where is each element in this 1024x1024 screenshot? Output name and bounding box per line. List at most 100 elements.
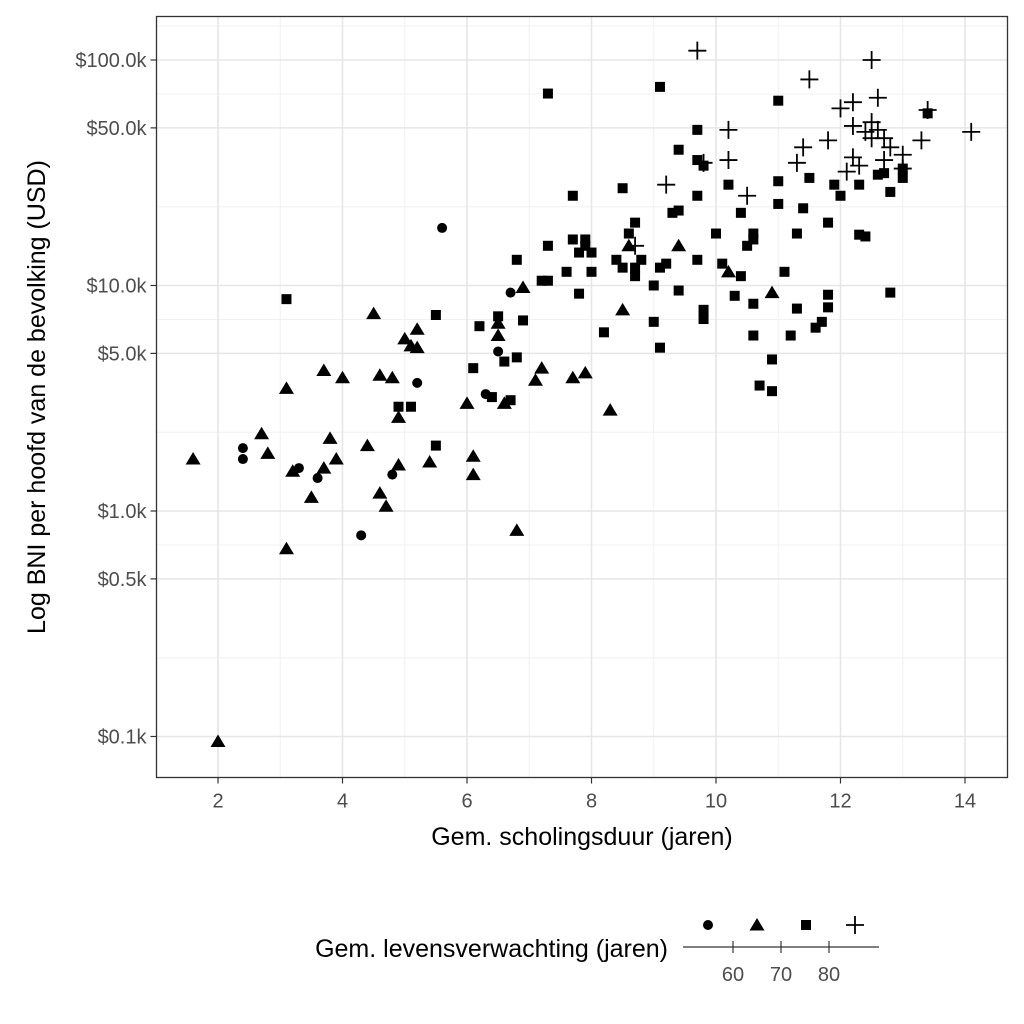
plus-point: [719, 120, 738, 139]
square-point: [835, 190, 846, 201]
legend-title: Gem. levensverwachting (jaren): [315, 935, 668, 963]
square-point: [611, 254, 622, 265]
square-point: [405, 401, 416, 412]
triangle-point: [422, 454, 438, 468]
square-point: [542, 88, 553, 99]
square-point: [673, 285, 684, 296]
square-point: [742, 240, 753, 251]
circle-point: [387, 469, 398, 480]
plus-point: [694, 153, 713, 172]
triangle-point: [316, 461, 332, 474]
circle-point: [237, 454, 248, 465]
legend-key-circle: [703, 920, 713, 930]
triangle-point: [328, 452, 344, 465]
plus-point: [918, 101, 937, 120]
square-point: [567, 234, 578, 245]
grid-major: [156, 16, 1008, 778]
triangle-point: [254, 426, 270, 440]
plus-point: [787, 153, 806, 172]
legend-key-plus: [846, 916, 864, 934]
square-point: [598, 327, 609, 338]
triangle-point: [720, 264, 736, 278]
triangle-point: [335, 370, 350, 384]
square-point: [767, 386, 778, 397]
square-point: [542, 240, 553, 251]
square-point: [580, 240, 591, 251]
square-point: [885, 186, 896, 197]
circle-point: [505, 287, 516, 298]
plus-point: [819, 131, 838, 150]
plus-point: [657, 175, 676, 194]
triangle-point: [278, 541, 294, 555]
square-point: [623, 228, 634, 239]
x-tick-label: 14: [954, 791, 976, 813]
square-point: [823, 217, 834, 228]
square-point: [430, 440, 441, 451]
legend-key-square: [801, 920, 811, 930]
square-point: [754, 380, 765, 391]
square-point: [567, 190, 578, 201]
triangle-point: [303, 490, 319, 503]
square-point: [748, 330, 759, 341]
square-point: [897, 172, 908, 183]
square-point: [580, 234, 591, 245]
square-point: [586, 266, 597, 277]
square-point: [561, 266, 572, 277]
plus-point: [843, 116, 862, 135]
square-point: [673, 205, 684, 216]
square-point: [630, 217, 641, 228]
square-point: [767, 354, 778, 365]
square-point: [698, 304, 709, 315]
square-point: [748, 228, 759, 239]
square-point: [735, 207, 746, 218]
square-point: [692, 190, 703, 201]
plus-point: [843, 93, 862, 112]
triangle-point: [278, 381, 294, 394]
square-point: [661, 258, 672, 269]
x-axis: 2 4 6 8 10 12 14: [212, 777, 976, 813]
square-point: [574, 288, 585, 299]
square-point: [648, 316, 659, 327]
square-point: [486, 392, 497, 403]
circle-point: [412, 377, 423, 388]
triangle-point: [577, 365, 593, 379]
square-point: [692, 254, 703, 265]
triangle-point: [615, 302, 631, 316]
grid-minor: [156, 16, 1008, 778]
square-point: [468, 363, 479, 374]
square-point: [804, 172, 815, 183]
square-point: [511, 352, 522, 363]
y-tick-label: $50.0k: [86, 118, 147, 140]
square-point: [673, 144, 684, 155]
data-points: [185, 41, 981, 748]
triangle-point: [260, 446, 276, 459]
square-point: [785, 330, 796, 341]
square-point: [617, 262, 628, 273]
triangle-point: [372, 486, 388, 499]
square-point: [636, 254, 647, 265]
square-point: [586, 247, 597, 258]
triangle-point: [602, 403, 618, 416]
plus-point: [626, 236, 645, 255]
plus-point: [881, 138, 900, 157]
legend-key-triangle: [749, 918, 765, 931]
square-point: [654, 342, 665, 353]
plus-point: [875, 129, 894, 148]
square-point: [281, 294, 292, 305]
square-point: [536, 275, 547, 286]
square-point: [748, 298, 759, 309]
square-point: [829, 179, 840, 190]
plot-panel-border: [155, 15, 1009, 779]
triangle-point: [490, 328, 506, 342]
triangle-point: [409, 322, 425, 335]
square-point: [499, 356, 510, 367]
square-point: [692, 124, 703, 135]
triangle-point: [509, 523, 525, 536]
triangle-point: [515, 280, 531, 293]
triangle-point: [397, 331, 413, 345]
square-point: [617, 183, 628, 194]
square-point: [648, 280, 659, 291]
square-point: [791, 303, 802, 314]
triangle-point: [210, 734, 226, 748]
square-point: [748, 234, 759, 245]
